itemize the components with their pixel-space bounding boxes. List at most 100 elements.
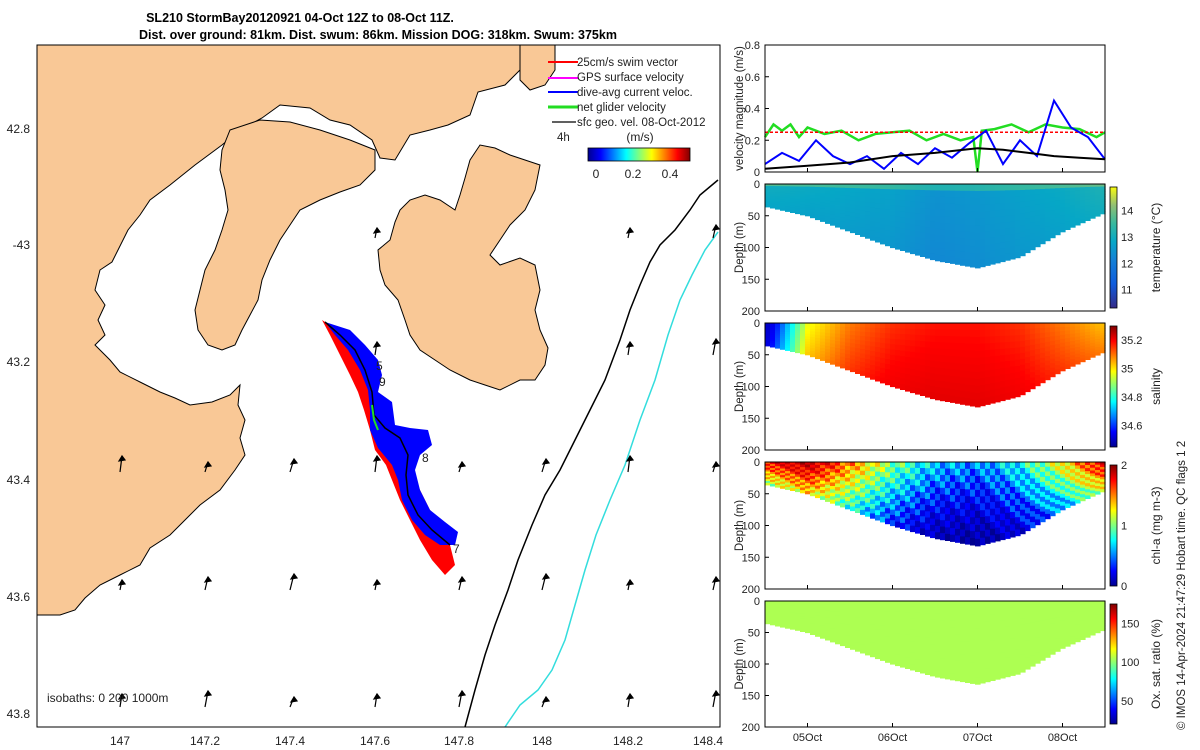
section-cell [990,667,996,675]
geo-velocity-arrow [289,572,299,591]
section-cell [815,216,821,221]
section-cell [1040,332,1046,339]
section-cell [775,484,781,488]
section-cell [765,473,771,476]
section-cell [1070,187,1076,192]
section-cell [1035,601,1041,607]
section-cell [850,184,856,189]
map-x-tick: 147.8 [444,734,474,748]
section-cell [980,468,986,477]
colorbar-tick-label: 34.8 [1121,392,1142,404]
y-tick-label: 0.4 [745,104,760,116]
section-cell [815,479,821,484]
section-cell [980,503,986,511]
section-cell [955,620,961,629]
section-cell [800,623,806,627]
section-cell [890,194,896,201]
geo-velocity-arrow [625,226,635,239]
section-cell [780,620,786,624]
section-cell [1090,626,1096,630]
section-cell [950,382,956,390]
section-cell [790,325,796,329]
section-cell [865,623,871,629]
section-cell [1095,624,1101,628]
section-cell [860,331,866,337]
section-cell [950,362,956,370]
section-cell [985,343,991,351]
section-cell [870,337,876,343]
section-cell [940,468,946,476]
section-cell [1050,372,1056,378]
section-cell [935,215,941,223]
section-cell [1075,190,1081,195]
section-cell [870,619,876,625]
section-cell [805,213,811,217]
section-cell [1070,337,1076,342]
geo-velocity-arrow [289,695,299,708]
section-cell [815,485,821,490]
section-cell [865,475,871,481]
section-cell [795,486,801,490]
section-cell [945,342,951,350]
section-cell [840,604,846,609]
section-cell [1075,357,1081,362]
section-cell [1025,328,1031,335]
section-cell [815,207,821,212]
section-cell [855,474,861,480]
section-cell [1090,620,1096,625]
section-cell [805,344,811,348]
section-cell [1065,499,1071,505]
section-cell [1065,634,1071,640]
section-cell [950,481,956,489]
section-cell [780,331,786,335]
section-cell [1020,527,1026,535]
section-cell [880,333,886,339]
section-cell [845,350,851,355]
section-cell [1070,333,1076,338]
section-cell [925,631,931,639]
section-cell [1010,240,1016,247]
section-cell [960,529,966,537]
section-cell [1040,605,1046,612]
section-cell [800,348,806,352]
section-cell [1075,482,1081,487]
section-cell [1090,348,1096,352]
track-label-8: 8 [422,451,429,465]
section-cell [860,648,866,654]
section-cell [845,601,851,606]
section-cell [965,391,971,399]
section-cell [1020,479,1026,487]
section-cell [775,190,781,193]
section-cell [1065,616,1071,621]
section-cell [880,233,886,240]
section-cell [785,348,791,351]
section-cell [945,488,951,496]
section-cell [1080,497,1086,502]
section-cell [885,359,891,365]
section-cell [850,200,856,205]
section-cell [1060,493,1066,499]
section-cell [775,327,781,330]
section-cell [1050,462,1056,468]
section-cell [980,329,986,338]
section-cell [780,611,786,615]
section-cell [950,673,956,681]
section-cell [955,197,961,205]
section-cell [845,604,851,610]
section-cell [1085,468,1091,472]
section-cell [975,531,981,540]
section-cell [1090,337,1096,341]
section-cell [930,468,936,476]
section-cell [1030,361,1036,368]
section-cell [955,607,961,615]
section-cell [985,251,991,260]
section-cell [865,193,871,199]
section-cell [1000,671,1006,679]
section-cell [780,481,786,485]
section-cell [1100,628,1106,632]
section-cell [955,184,961,192]
section-cell [910,241,916,249]
section-cell [845,342,851,347]
section-cell [880,625,886,632]
section-cell [945,520,951,528]
